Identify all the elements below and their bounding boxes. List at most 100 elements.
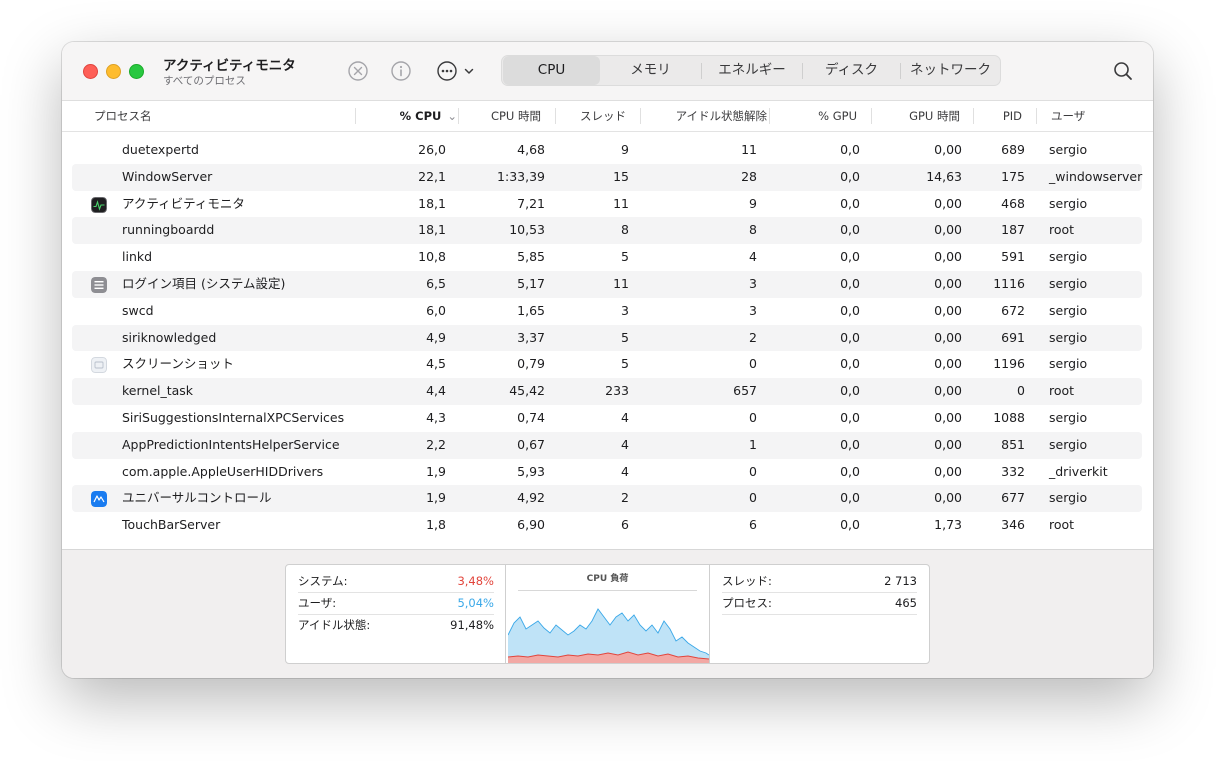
cpu-time: 5,17 [517, 276, 545, 291]
table-row[interactable]: duetexpertd 26,0 4,68 9 11 0,0 0,00 689 … [72, 137, 1142, 164]
thread-count: 6 [621, 517, 629, 533]
process-name: ユニバーサルコントロール [122, 490, 272, 506]
user-value: 5,04% [457, 596, 494, 610]
column-header-idle-wakeups[interactable]: アイドル状態解除 [675, 109, 767, 123]
thread-count: 15 [613, 168, 629, 184]
table-row[interactable]: スクリーンショット 4,5 0,79 5 0 0,0 0,00 1196 ser… [72, 351, 1142, 378]
tab-cpu[interactable]: CPU [503, 56, 600, 85]
table-row[interactable]: ユニバーサルコントロール 1,9 4,92 2 0 0,0 0,00 677 s… [72, 485, 1142, 513]
column-header-user[interactable]: ユーザ [1051, 109, 1086, 123]
tab-network[interactable]: ネットワーク [910, 62, 991, 78]
cpu-percent: 26,0 [418, 142, 446, 157]
column-header-cpu-time[interactable]: CPU 時間 [490, 109, 541, 123]
thread-count: 5 [621, 329, 629, 345]
user: sergio [1049, 195, 1088, 211]
process-name: スクリーンショット [122, 356, 234, 372]
column-divider[interactable] [769, 108, 770, 124]
cpu-percent: 4,5 [426, 356, 446, 372]
divider [298, 614, 494, 615]
system-load-line [508, 651, 709, 660]
chevron-down-icon[interactable] [462, 64, 476, 78]
activity-monitor-window: アクティビティモニタ すべてのプロセス CPU メモリ エネルギー ディスク ネ… [62, 42, 1153, 678]
column-header-cpu[interactable]: % CPU ⌄ [400, 101, 457, 131]
user: sergio [1049, 490, 1088, 506]
column-divider[interactable] [640, 108, 641, 124]
cpu-percent: 4,3 [426, 410, 446, 425]
gpu-time: 0,00 [934, 302, 962, 318]
column-header-gpu-time[interactable]: GPU 時間 [909, 109, 960, 123]
column-divider[interactable] [973, 108, 974, 124]
more-icon[interactable] [436, 60, 458, 82]
column-header-pid[interactable]: PID [1002, 109, 1022, 123]
tab-disk[interactable]: ディスク [824, 62, 879, 78]
cpu-percent: 4,9 [426, 329, 446, 345]
system-stat: システム: 3,48% [298, 570, 494, 592]
toolbar: アクティビティモニタ すべてのプロセス CPU メモリ エネルギー ディスク ネ… [62, 42, 1153, 101]
close-window-button[interactable] [83, 64, 98, 79]
table-row[interactable]: linkd 10,8 5,85 5 4 0,0 0,00 591 sergio [72, 244, 1142, 271]
table-row[interactable]: siriknowledged 4,9 3,37 5 2 0,0 0,00 691… [72, 324, 1142, 352]
table-row[interactable]: アクティビティモニタ 18,1 7,21 11 9 0,0 0,00 468 s… [72, 191, 1142, 218]
process-name: duetexpertd [122, 142, 199, 157]
pid: 689 [1001, 142, 1025, 157]
column-header-threads[interactable]: スレッド [580, 109, 626, 123]
user: _driverkit [1049, 463, 1108, 479]
table-row[interactable]: AppPredictionIntentsHelperService 2,2 0,… [72, 431, 1142, 459]
pid: 187 [1001, 222, 1025, 238]
processes-value: 465 [895, 596, 917, 610]
cpu-time: 45,42 [509, 383, 545, 399]
stop-process-icon[interactable] [347, 60, 369, 82]
gpu-percent: 0,0 [840, 463, 860, 479]
gpu-percent: 0,0 [840, 249, 860, 265]
sort-descending-icon: ⌄ [447, 109, 457, 123]
cpu-summary-box: システム: 3,48% ユーザ: 5,04% アイドル状態: 91,48% CP… [285, 564, 930, 664]
table-row[interactable]: TouchBarServer 1,8 6,90 6 6 0,0 1,73 346… [72, 512, 1142, 539]
zoom-window-button[interactable] [129, 64, 144, 79]
column-divider[interactable] [871, 108, 872, 124]
gpu-time: 0,00 [934, 356, 962, 372]
cpu-percent: 6,5 [426, 276, 446, 291]
user: sergio [1049, 410, 1088, 425]
table-row[interactable]: runningboardd 18,1 10,53 8 8 0,0 0,00 18… [72, 217, 1142, 245]
column-header-gpu[interactable]: % GPU [818, 109, 857, 123]
idle-stat: アイドル状態: 91,48% [298, 614, 494, 636]
process-name: swcd [122, 302, 154, 318]
column-header-process-name[interactable]: プロセス名 [94, 109, 152, 123]
minimize-window-button[interactable] [106, 64, 121, 79]
idle-wakeups: 1 [749, 436, 757, 452]
cpu-percent: 10,8 [418, 249, 446, 265]
window-subtitle[interactable]: すべてのプロセス [163, 75, 246, 87]
column-divider[interactable] [458, 108, 459, 124]
gpu-time: 0,00 [934, 463, 962, 479]
column-divider[interactable] [1036, 108, 1037, 124]
gpu-time: 1,73 [934, 517, 962, 533]
cpu-percent: 4,4 [426, 383, 446, 399]
processes-stat: プロセス: 465 [722, 592, 917, 614]
table-row[interactable]: SiriSuggestionsInternalXPCServices 4,3 0… [72, 405, 1142, 432]
idle-wakeups: 11 [741, 142, 757, 157]
tab-energy[interactable]: エネルギー [718, 62, 786, 78]
column-divider[interactable] [555, 108, 556, 124]
table-row[interactable]: kernel_task 4,4 45,42 233 657 0,0 0,00 0… [72, 378, 1142, 405]
user-stat: ユーザ: 5,04% [298, 592, 494, 614]
system-load-area [508, 652, 709, 663]
column-header-cpu-label: % CPU [399, 109, 442, 123]
tab-memory[interactable]: メモリ [630, 62, 671, 78]
idle-wakeups: 657 [733, 383, 757, 399]
idle-wakeups: 3 [749, 302, 757, 318]
info-icon[interactable] [390, 60, 412, 82]
cpu-percent: 22,1 [418, 168, 446, 184]
search-icon[interactable] [1111, 59, 1135, 83]
gpu-percent: 0,0 [840, 195, 860, 211]
table-row[interactable]: ログイン項目 (システム設定) 6,5 5,17 11 3 0,0 0,00 1… [72, 271, 1142, 298]
tab-divider [701, 63, 702, 79]
cpu-time: 5,93 [517, 463, 545, 479]
table-row[interactable]: swcd 6,0 1,65 3 3 0,0 0,00 672 sergio [72, 298, 1142, 325]
table-row[interactable]: com.apple.AppleUserHIDDrivers 1,9 5,93 4… [72, 459, 1142, 486]
thread-count: 4 [621, 463, 629, 479]
cpu-time: 1:33,39 [497, 168, 545, 184]
threads-value: 2 713 [884, 574, 917, 588]
column-divider[interactable] [355, 108, 356, 124]
graph-divider [518, 590, 697, 591]
table-row[interactable]: WindowServer 22,1 1:33,39 15 28 0,0 14,6… [72, 163, 1142, 191]
